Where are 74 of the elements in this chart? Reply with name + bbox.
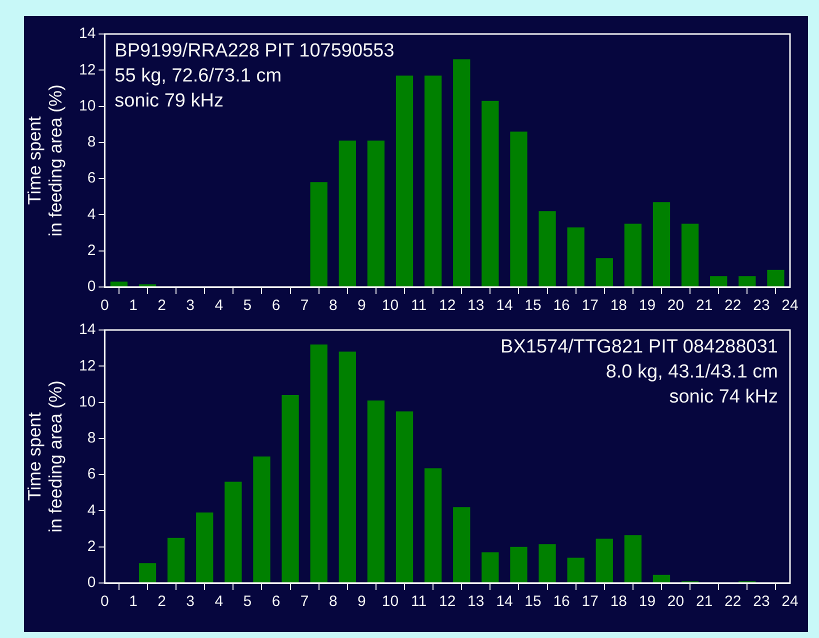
x-tick-label: 0 bbox=[100, 593, 109, 610]
x-tick-label: 12 bbox=[439, 297, 456, 314]
x-tick-label: 0 bbox=[100, 297, 109, 314]
x-tick-label: 3 bbox=[186, 297, 195, 314]
annotation: BP9199/RRA228 PIT 107590553 bbox=[114, 40, 394, 62]
x-tick-label: 11 bbox=[411, 593, 427, 610]
y-tick-label: 10 bbox=[78, 393, 96, 410]
x-tick-label: 10 bbox=[382, 297, 399, 314]
annotation: BX1574/TTG821 PIT 084288031 bbox=[500, 336, 778, 358]
x-tick-label: 3 bbox=[186, 593, 195, 610]
x-tick-label: 5 bbox=[243, 297, 252, 314]
y-tick-label: 2 bbox=[87, 538, 96, 555]
x-tick-label: 13 bbox=[468, 593, 484, 610]
x-tick-label: 1 bbox=[129, 593, 138, 610]
x-tick-label: 15 bbox=[524, 297, 542, 314]
x-tick-label: 8 bbox=[328, 297, 338, 314]
annotation: 55 kg, 72.6/73.1 cm bbox=[114, 66, 282, 87]
y-axis-title: Time spent in feeding area (%) bbox=[24, 84, 66, 237]
x-tick-label: 1 bbox=[129, 297, 138, 314]
x-tick-label: 23 bbox=[753, 593, 770, 610]
x-tick-label: 9 bbox=[358, 593, 366, 610]
y-tick-label: 14 bbox=[78, 25, 96, 42]
x-tick-label: 21 bbox=[696, 593, 713, 610]
x-tick-label: 18 bbox=[610, 593, 628, 610]
x-tick-label: 17 bbox=[582, 297, 598, 314]
y-tick-label: 6 bbox=[87, 466, 96, 483]
y-tick-label: 14 bbox=[78, 321, 96, 338]
x-tick-label: 24 bbox=[782, 297, 798, 314]
y-tick-label: 12 bbox=[78, 357, 96, 374]
x-tick-label: 23 bbox=[753, 297, 770, 314]
x-tick-label: 6 bbox=[272, 297, 280, 314]
x-tick-label: 21 bbox=[696, 297, 713, 314]
x-tick-label: 5 bbox=[243, 593, 252, 610]
x-tick-label: 7 bbox=[300, 593, 309, 610]
y-tick-label: 0 bbox=[87, 278, 96, 296]
annotation: 8.0 kg, 43.1/43.1 cm bbox=[606, 362, 778, 383]
x-tick-label: 9 bbox=[358, 297, 366, 314]
x-tick-label: 2 bbox=[158, 297, 166, 314]
x-tick-label: 20 bbox=[667, 593, 684, 610]
x-tick-label: 12 bbox=[439, 593, 456, 610]
x-tick-label: 11 bbox=[411, 297, 427, 314]
y-tick-label: 4 bbox=[87, 206, 96, 223]
x-tick-label: 13 bbox=[468, 297, 484, 314]
x-tick-label: 16 bbox=[553, 593, 570, 610]
x-tick-label: 15 bbox=[524, 593, 542, 610]
y-tick-label: 2 bbox=[87, 242, 96, 259]
x-tick-label: 10 bbox=[382, 593, 399, 610]
y-tick-label: 8 bbox=[87, 430, 96, 447]
y-tick-label: 10 bbox=[78, 97, 96, 114]
x-tick-label: 14 bbox=[496, 297, 513, 314]
x-tick-label: 8 bbox=[328, 593, 338, 610]
x-tick-label: 19 bbox=[638, 297, 656, 314]
x-tick-label: 19 bbox=[638, 593, 656, 610]
x-tick-label: 6 bbox=[272, 593, 280, 610]
x-tick-label: 24 bbox=[782, 593, 798, 610]
x-tick-label: 7 bbox=[300, 297, 309, 314]
x-tick-label: 14 bbox=[496, 593, 513, 610]
x-tick-label: 2 bbox=[158, 593, 166, 610]
x-tick-label: 22 bbox=[724, 297, 742, 314]
annotation: sonic 79 kHz bbox=[114, 90, 224, 112]
x-tick-label: 18 bbox=[610, 297, 628, 314]
x-tick-label: 4 bbox=[214, 593, 224, 610]
y-tick-label: 12 bbox=[78, 61, 96, 78]
x-tick-label: 4 bbox=[214, 297, 224, 314]
y-tick-label: 0 bbox=[87, 574, 96, 592]
x-tick-label: 20 bbox=[667, 297, 684, 314]
x-tick-label: 16 bbox=[553, 297, 570, 314]
x-tick-label: 17 bbox=[582, 593, 598, 610]
annotation: sonic 74 kHz bbox=[669, 386, 778, 408]
y-tick-label: 8 bbox=[87, 134, 96, 151]
y-tick-label: 4 bbox=[87, 502, 96, 519]
x-tick-label: 22 bbox=[724, 593, 742, 610]
y-axis-title: Time spent in feeding area (%) bbox=[24, 380, 66, 533]
y-tick-label: 6 bbox=[87, 170, 96, 187]
